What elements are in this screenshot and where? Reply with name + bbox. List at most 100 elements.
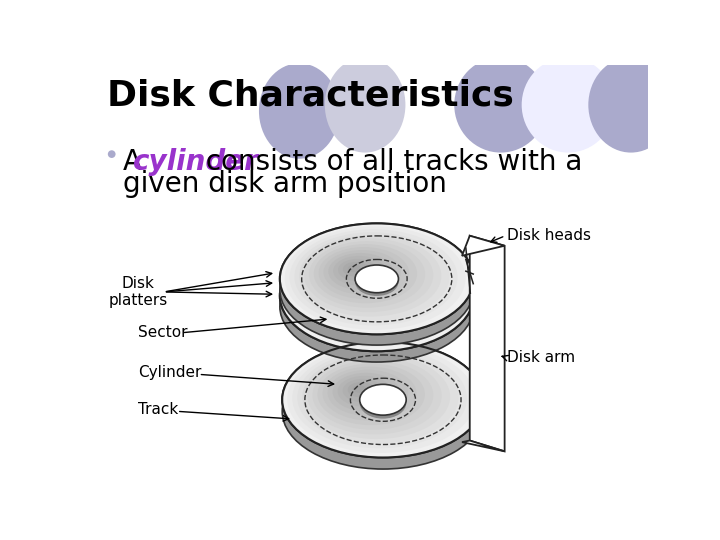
- Ellipse shape: [323, 267, 401, 312]
- Ellipse shape: [314, 260, 440, 332]
- Text: Cylinder: Cylinder: [138, 365, 202, 380]
- Ellipse shape: [284, 244, 466, 347]
- Ellipse shape: [323, 248, 430, 309]
- Text: Track: Track: [138, 402, 179, 417]
- Ellipse shape: [333, 256, 384, 286]
- Ellipse shape: [333, 271, 420, 321]
- Ellipse shape: [358, 386, 408, 414]
- Ellipse shape: [328, 270, 393, 307]
- Text: Disk
platters: Disk platters: [109, 276, 168, 308]
- Ellipse shape: [292, 348, 467, 448]
- Ellipse shape: [328, 268, 426, 323]
- Ellipse shape: [357, 285, 396, 307]
- Ellipse shape: [348, 382, 374, 397]
- Ellipse shape: [300, 235, 441, 316]
- Ellipse shape: [373, 394, 393, 406]
- Ellipse shape: [282, 354, 484, 469]
- Ellipse shape: [368, 391, 398, 408]
- Ellipse shape: [338, 259, 377, 281]
- Ellipse shape: [338, 276, 377, 298]
- Ellipse shape: [372, 293, 382, 299]
- Ellipse shape: [362, 287, 391, 304]
- Ellipse shape: [323, 365, 444, 434]
- Text: A: A: [122, 148, 150, 176]
- Ellipse shape: [319, 262, 435, 329]
- Ellipse shape: [282, 342, 484, 457]
- Ellipse shape: [289, 246, 464, 346]
- Ellipse shape: [348, 262, 406, 295]
- Ellipse shape: [284, 226, 469, 332]
- Ellipse shape: [280, 234, 474, 345]
- Ellipse shape: [319, 264, 409, 316]
- Ellipse shape: [343, 279, 369, 294]
- Ellipse shape: [300, 252, 454, 340]
- Ellipse shape: [282, 342, 484, 457]
- Polygon shape: [462, 236, 505, 256]
- Ellipse shape: [353, 382, 413, 417]
- Ellipse shape: [353, 385, 366, 393]
- Ellipse shape: [588, 57, 674, 153]
- Ellipse shape: [360, 384, 406, 415]
- Ellipse shape: [318, 362, 449, 437]
- Ellipse shape: [355, 265, 398, 293]
- Ellipse shape: [280, 240, 474, 351]
- Ellipse shape: [348, 380, 418, 420]
- Ellipse shape: [300, 234, 454, 323]
- Ellipse shape: [378, 397, 388, 403]
- Ellipse shape: [323, 265, 430, 326]
- Ellipse shape: [309, 240, 444, 318]
- Polygon shape: [462, 441, 505, 451]
- Ellipse shape: [338, 376, 392, 407]
- Ellipse shape: [307, 357, 442, 434]
- Ellipse shape: [304, 254, 449, 338]
- Ellipse shape: [280, 224, 474, 334]
- Ellipse shape: [282, 342, 484, 457]
- Ellipse shape: [355, 285, 398, 313]
- Ellipse shape: [338, 274, 415, 318]
- Ellipse shape: [367, 291, 387, 301]
- Ellipse shape: [372, 276, 382, 282]
- Ellipse shape: [294, 249, 459, 343]
- Ellipse shape: [307, 356, 459, 443]
- Ellipse shape: [280, 224, 474, 334]
- Ellipse shape: [328, 368, 438, 431]
- Ellipse shape: [367, 273, 387, 285]
- Ellipse shape: [259, 63, 340, 159]
- Ellipse shape: [289, 246, 457, 342]
- Ellipse shape: [348, 279, 406, 313]
- Ellipse shape: [289, 230, 457, 326]
- Ellipse shape: [338, 374, 428, 426]
- Ellipse shape: [343, 262, 369, 276]
- Ellipse shape: [297, 351, 459, 444]
- Ellipse shape: [108, 150, 116, 158]
- Ellipse shape: [294, 232, 449, 321]
- Ellipse shape: [314, 243, 440, 315]
- Text: cylinder: cylinder: [132, 148, 258, 176]
- Ellipse shape: [312, 359, 454, 440]
- Ellipse shape: [284, 226, 466, 330]
- Ellipse shape: [328, 253, 393, 290]
- Ellipse shape: [280, 251, 474, 362]
- Ellipse shape: [348, 265, 361, 272]
- Ellipse shape: [333, 373, 400, 411]
- Ellipse shape: [355, 268, 398, 296]
- Ellipse shape: [302, 354, 450, 439]
- Ellipse shape: [328, 251, 426, 307]
- Ellipse shape: [304, 238, 433, 312]
- Ellipse shape: [343, 377, 423, 423]
- Ellipse shape: [297, 350, 469, 449]
- Ellipse shape: [325, 57, 405, 153]
- Ellipse shape: [355, 282, 398, 309]
- Ellipse shape: [314, 261, 417, 320]
- Ellipse shape: [357, 268, 396, 290]
- Ellipse shape: [287, 345, 475, 453]
- Ellipse shape: [319, 247, 409, 299]
- Ellipse shape: [309, 257, 444, 335]
- Ellipse shape: [363, 388, 403, 411]
- Ellipse shape: [314, 244, 417, 303]
- Text: Disk Characteristics: Disk Characteristics: [107, 79, 514, 113]
- Ellipse shape: [292, 348, 474, 452]
- Ellipse shape: [522, 57, 615, 153]
- Ellipse shape: [360, 388, 406, 418]
- Ellipse shape: [287, 345, 479, 455]
